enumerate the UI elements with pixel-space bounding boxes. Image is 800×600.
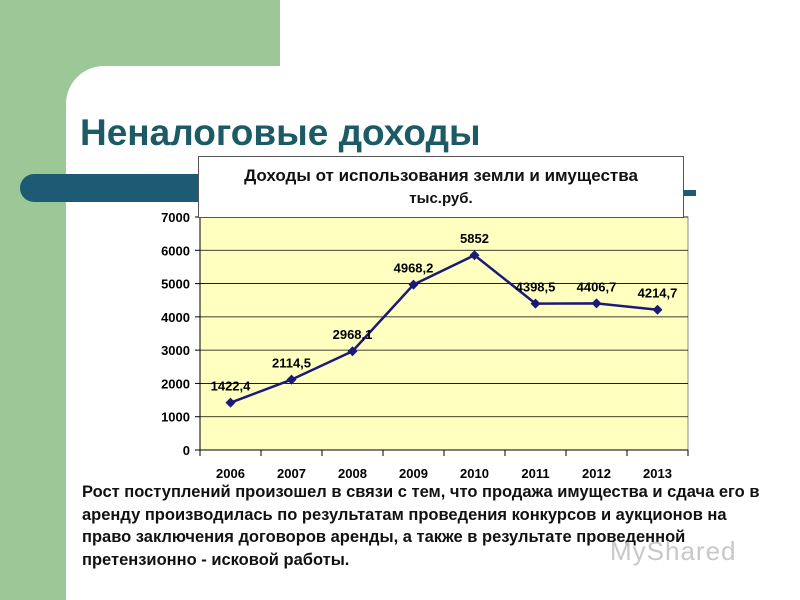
data-point xyxy=(591,298,602,309)
data-label: 2968,1 xyxy=(333,327,373,342)
x-tick-label: 2009 xyxy=(399,466,428,481)
decorative-pill xyxy=(20,174,220,202)
data-point xyxy=(530,298,541,309)
x-tick-label: 2011 xyxy=(521,466,549,481)
x-tick-label: 2007 xyxy=(277,466,306,481)
chart-title: Доходы от использования земли и имуществ… xyxy=(244,166,638,185)
data-point xyxy=(469,250,480,261)
y-tick-label: 7000 xyxy=(161,210,190,225)
data-point xyxy=(408,279,419,290)
x-tick-label: 2008 xyxy=(338,466,367,481)
y-tick-label: 3000 xyxy=(161,343,190,358)
slide-title: Неналоговые доходы xyxy=(80,112,481,153)
chart-unit-label: тыс.руб. xyxy=(409,190,473,207)
y-tick-label: 0 xyxy=(183,443,190,458)
data-point xyxy=(347,346,358,357)
watermark-logo: MyShared xyxy=(610,536,737,566)
x-tick-label: 2006 xyxy=(216,466,245,481)
data-label: 4398,5 xyxy=(516,280,556,295)
y-tick-label: 1000 xyxy=(161,410,190,425)
data-label: 4214,7 xyxy=(638,286,678,301)
data-label: 4968,2 xyxy=(394,261,434,276)
data-label: 4406,7 xyxy=(577,279,617,294)
plot-area xyxy=(199,216,689,451)
chart-title-box: Доходы от использования земли и имуществ… xyxy=(198,156,684,218)
data-label: 5852 xyxy=(460,231,489,246)
data-point xyxy=(652,304,663,315)
caption-text: Рост поступлений произошел в связи с тем… xyxy=(82,483,760,569)
x-tick-label: 2012 xyxy=(582,466,611,481)
x-tick-label: 2013 xyxy=(643,466,672,481)
y-tick-label: 6000 xyxy=(161,243,190,258)
series-line xyxy=(230,253,658,404)
data-label: 2114,5 xyxy=(272,356,311,371)
data-label: 1422,4 xyxy=(211,379,252,394)
y-tick-label: 4000 xyxy=(161,310,190,325)
y-tick-label: 2000 xyxy=(161,376,190,391)
data-point xyxy=(225,397,236,408)
x-tick-label: 2010 xyxy=(460,466,489,481)
y-tick-label: 5000 xyxy=(161,277,190,292)
data-point xyxy=(286,374,297,385)
